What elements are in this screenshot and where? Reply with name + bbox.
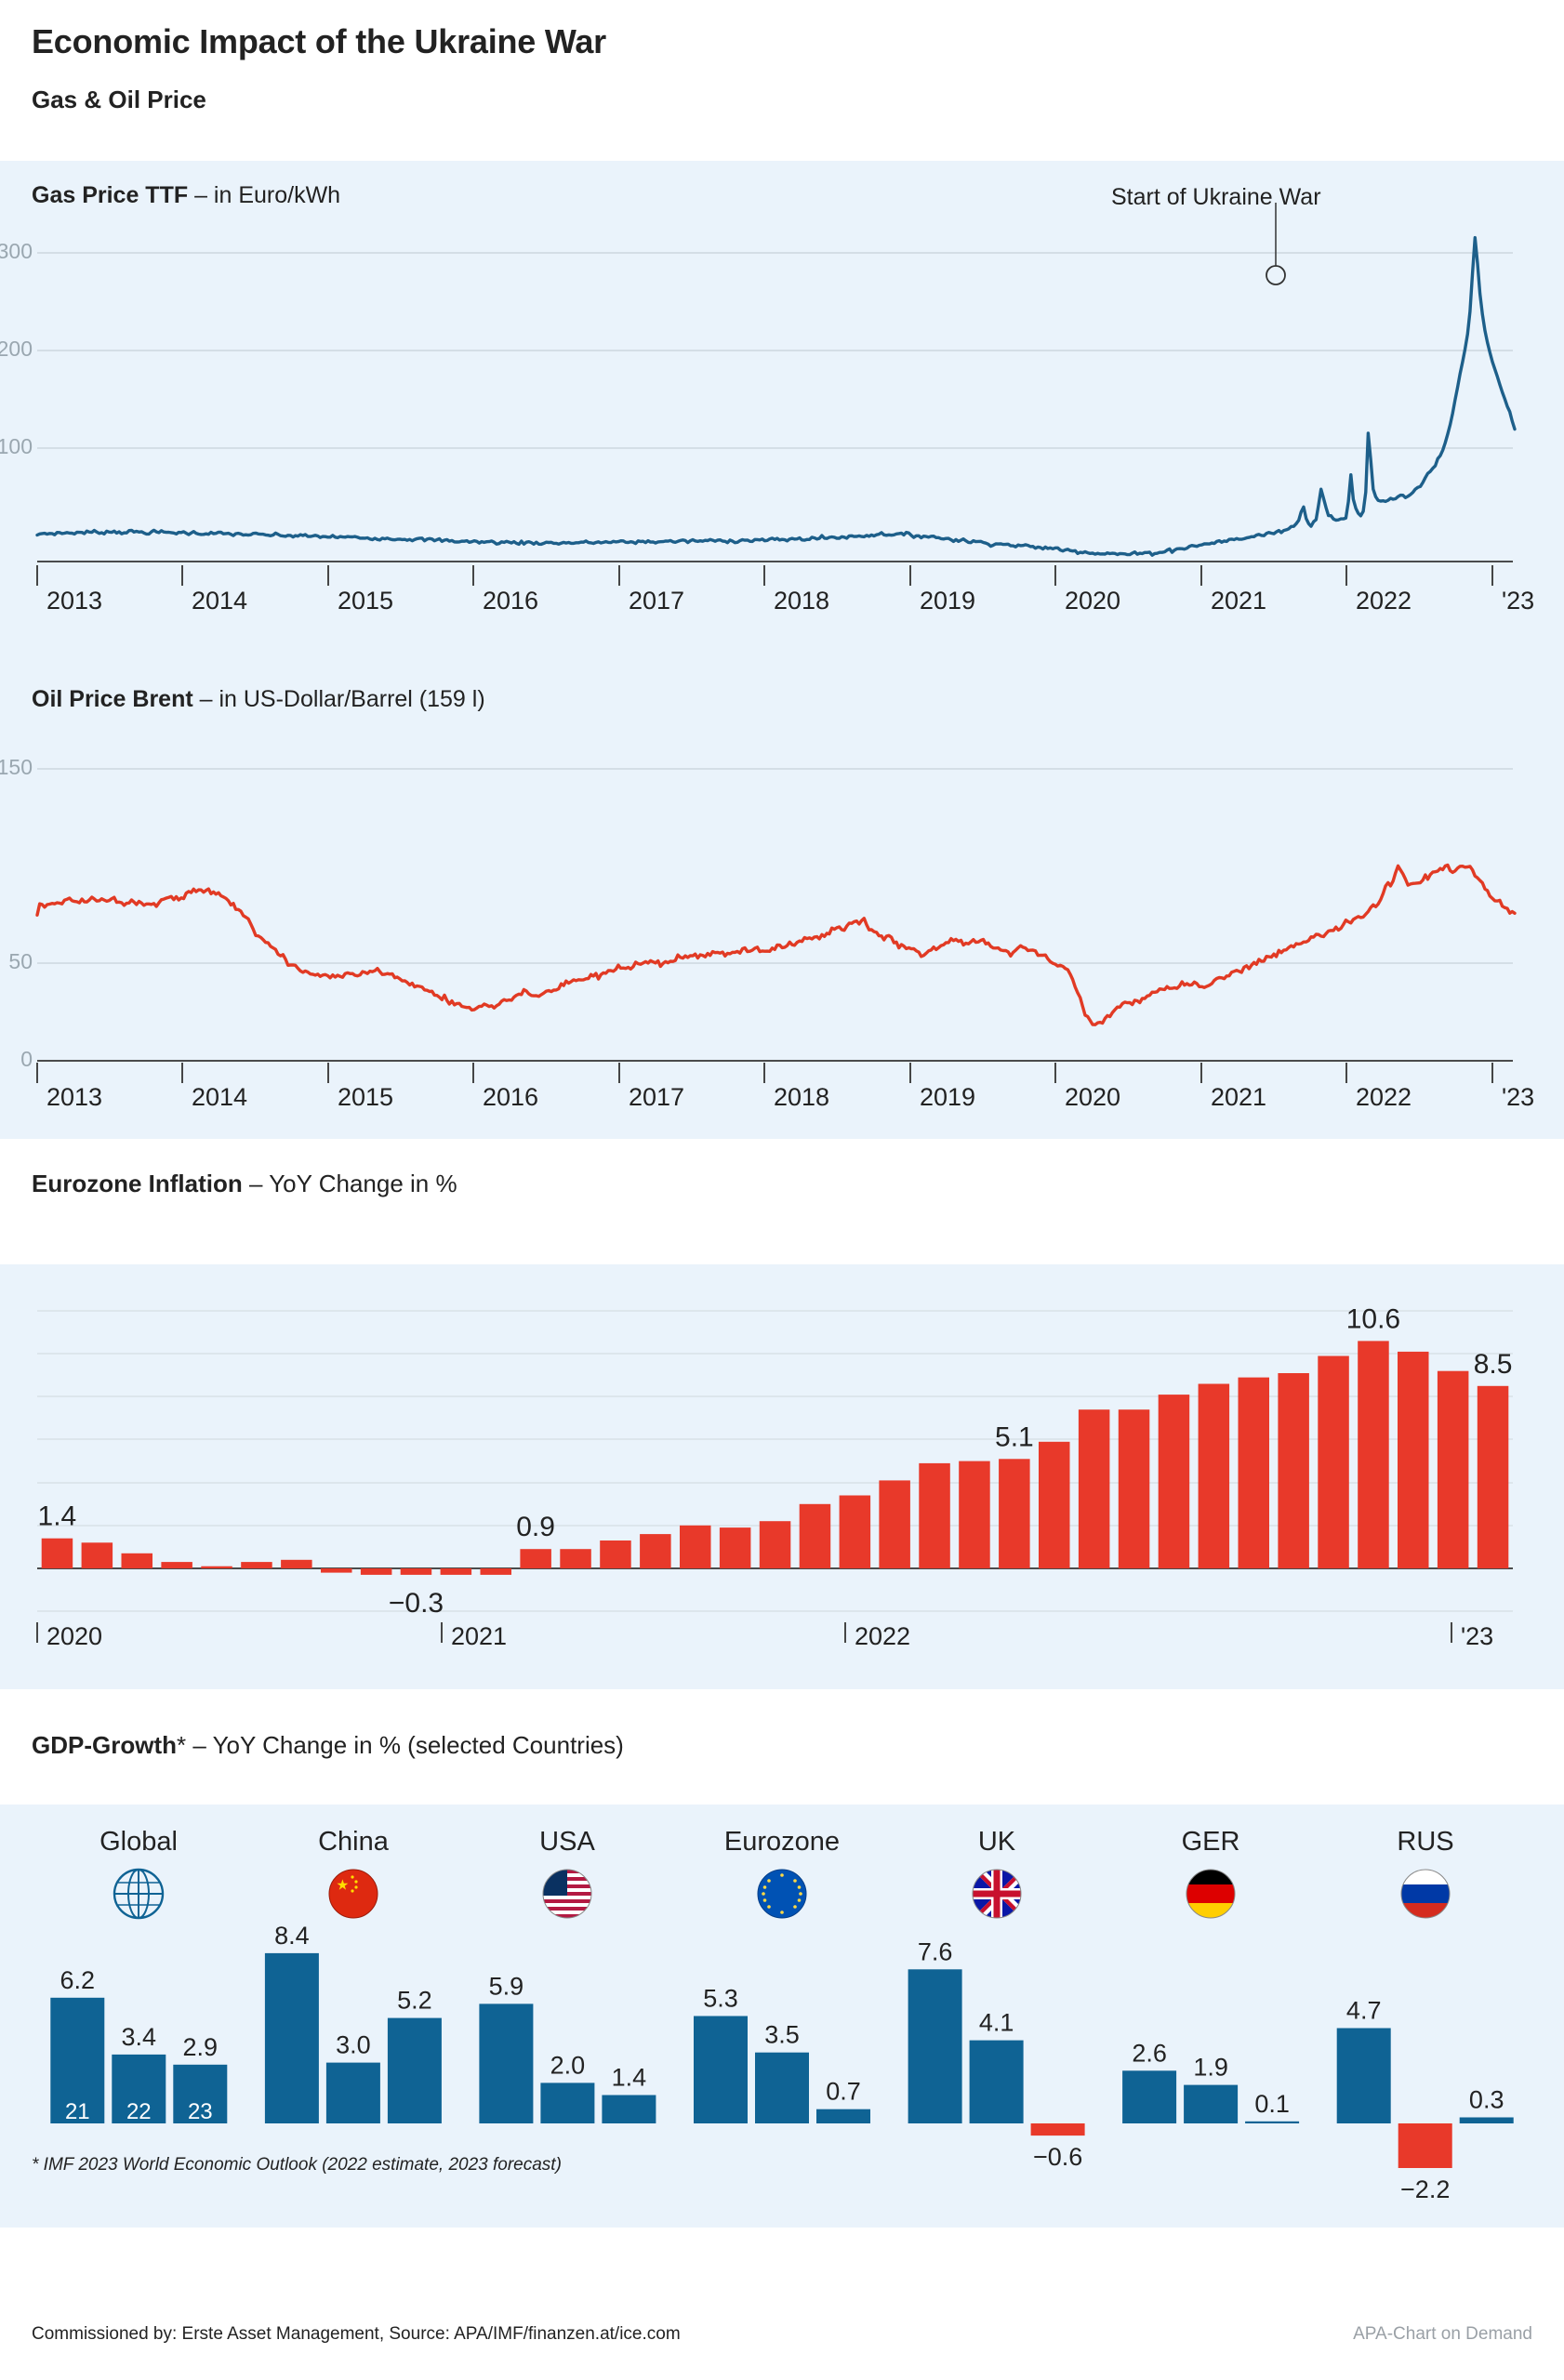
svg-text:2022: 2022 [1356,1083,1412,1111]
svg-text:3.5: 3.5 [764,2021,800,2049]
svg-text:2016: 2016 [483,1083,538,1111]
svg-text:2021: 2021 [1211,1083,1266,1111]
svg-text:8.4: 8.4 [274,1922,310,1950]
svg-text:0.1: 0.1 [1254,2090,1290,2118]
svg-text:0.9: 0.9 [516,1512,555,1542]
svg-text:21: 21 [65,2099,90,2124]
svg-text:−0.3: −0.3 [389,1588,444,1619]
svg-text:2013: 2013 [46,1083,102,1111]
svg-text:5.2: 5.2 [397,1987,432,2015]
svg-text:2.0: 2.0 [550,2051,586,2079]
svg-text:2014: 2014 [192,1083,247,1111]
svg-text:1.4: 1.4 [38,1501,77,1532]
svg-text:0.3: 0.3 [1469,2086,1504,2114]
svg-text:4.7: 4.7 [1346,1997,1382,2025]
svg-text:5.9: 5.9 [489,1972,524,2000]
svg-text:2021: 2021 [451,1622,507,1650]
svg-text:0: 0 [20,1047,33,1071]
svg-text:2.6: 2.6 [1132,2039,1167,2067]
svg-text:5.3: 5.3 [703,1985,738,2013]
svg-text:6.2: 6.2 [60,1966,96,1994]
svg-text:4.1: 4.1 [979,2009,1014,2037]
svg-text:−2.2: −2.2 [1400,2175,1450,2203]
svg-text:23: 23 [188,2099,213,2124]
svg-text:3.0: 3.0 [336,2031,371,2059]
svg-text:5.1: 5.1 [995,1421,1034,1452]
svg-text:0.7: 0.7 [826,2078,861,2106]
svg-text:3.4: 3.4 [122,2023,157,2051]
svg-text:−0.6: −0.6 [1033,2143,1082,2171]
svg-text:2020: 2020 [1065,1083,1120,1111]
svg-text:1.9: 1.9 [1193,2054,1228,2082]
svg-text:1.4: 1.4 [612,2064,647,2092]
svg-text:7.6: 7.6 [918,1937,953,1965]
svg-text:2019: 2019 [920,1083,975,1111]
svg-text:2.9: 2.9 [183,2033,219,2061]
svg-text:22: 22 [126,2099,152,2124]
svg-text:2017: 2017 [629,1083,684,1111]
svg-text:50: 50 [8,949,33,973]
svg-text:'23: '23 [1461,1622,1493,1650]
svg-text:'23: '23 [1502,1083,1534,1111]
svg-text:2015: 2015 [338,1083,393,1111]
svg-text:10.6: 10.6 [1346,1303,1400,1334]
svg-text:8.5: 8.5 [1474,1349,1513,1380]
svg-text:150: 150 [0,755,33,779]
svg-text:2020: 2020 [46,1622,102,1650]
svg-text:2022: 2022 [855,1622,910,1650]
svg-text:2018: 2018 [774,1083,829,1111]
